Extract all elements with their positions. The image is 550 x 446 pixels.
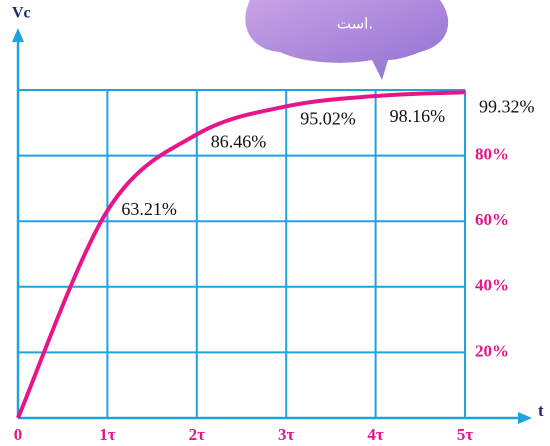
y-tick-label: 80% bbox=[475, 145, 509, 164]
data-label: 86.46% bbox=[211, 132, 266, 152]
data-label: 99.32% bbox=[479, 96, 535, 116]
data-label: 95.02% bbox=[300, 108, 356, 128]
y-axis-label: Vc bbox=[12, 5, 31, 22]
y-tick-label: 40% bbox=[475, 276, 509, 295]
x-axis-label: t bbox=[538, 401, 544, 420]
y-tick-label: 60% bbox=[475, 210, 509, 229]
chart: است. Vc t 20% 40% 60% 80% 0 1τ 2τ 3τ 4τ 5τ 63.21% 8… bbox=[0, 0, 550, 446]
data-label: 98.16% bbox=[390, 106, 446, 126]
x-tick-label: 5τ bbox=[457, 425, 474, 444]
x-tick-label: 4τ bbox=[367, 425, 384, 444]
speech-cloud bbox=[245, 0, 448, 80]
x-tick-label: 0 bbox=[14, 425, 23, 444]
y-tick-label: 20% bbox=[475, 341, 509, 360]
x-tick-label: 1τ bbox=[99, 425, 116, 444]
data-label: 63.21% bbox=[121, 199, 176, 219]
x-tick-label: 3τ bbox=[278, 425, 295, 444]
x-tick-label: 2τ bbox=[189, 425, 206, 444]
y-axis-arrow bbox=[12, 28, 24, 42]
annotation: است. bbox=[337, 15, 373, 33]
x-axis-arrow bbox=[518, 412, 532, 424]
